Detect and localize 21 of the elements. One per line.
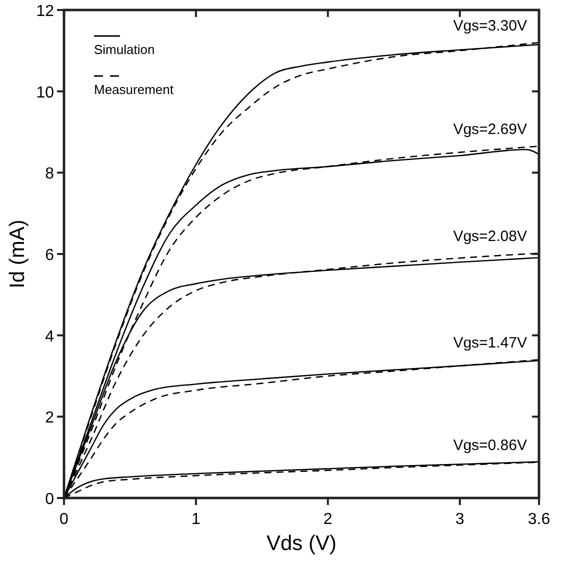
annotation: Vgs=3.30V xyxy=(453,18,527,35)
y-axis-title: Id (mA) xyxy=(6,220,29,288)
annotation: Vgs=1.47V xyxy=(453,334,527,352)
y-tick-label: 4 xyxy=(45,328,54,346)
annotation: Vgs=2.08V xyxy=(453,228,527,246)
y-tick-label: 0 xyxy=(45,491,54,508)
annotation: Vgs=0.86V xyxy=(453,436,527,454)
y-tick-label: 8 xyxy=(45,166,54,183)
y-tick-label: 6 xyxy=(45,247,54,264)
y-tick-label: 12 xyxy=(36,3,54,20)
annotation: Vgs=2.69V xyxy=(453,121,527,138)
x-tick-label: 3.6 xyxy=(528,511,550,528)
x-tick-label: 1 xyxy=(191,511,200,528)
y-tick-label: 10 xyxy=(36,84,54,102)
legend-label: Simulation xyxy=(94,42,155,57)
legend-label: Measurement xyxy=(94,82,174,97)
x-tick-label: 0 xyxy=(60,511,69,528)
x-tick-label: 3 xyxy=(455,511,464,528)
y-tick-label: 2 xyxy=(45,410,54,427)
x-tick-label: 2 xyxy=(323,511,332,528)
x-axis-title: Vds (V) xyxy=(266,532,337,555)
